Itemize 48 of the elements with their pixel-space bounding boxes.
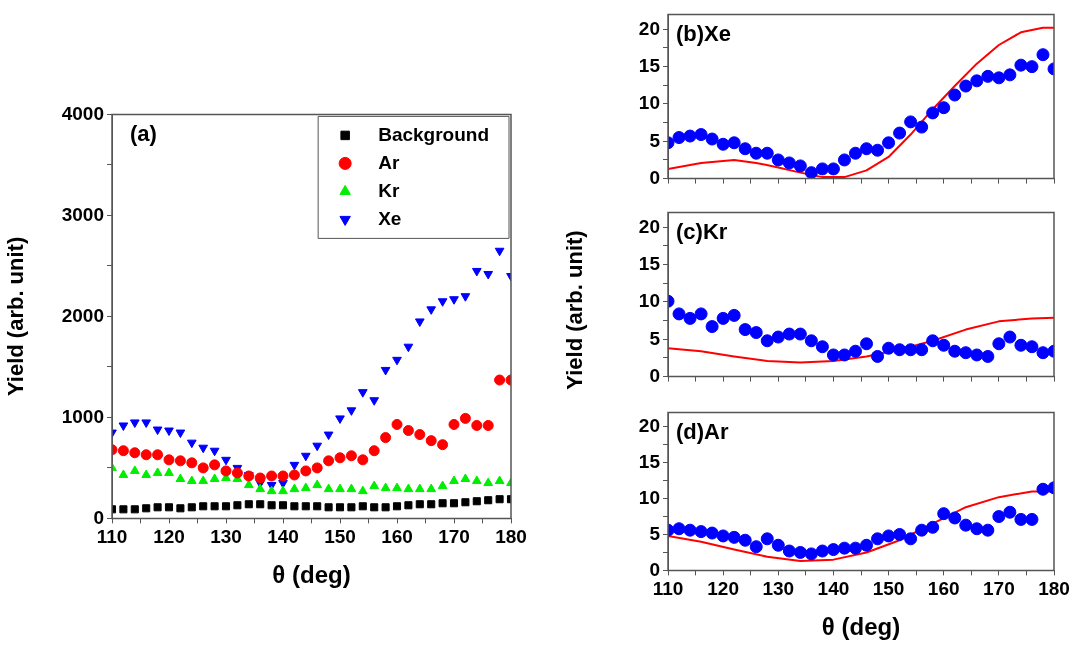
x-tick-label: 130	[762, 578, 795, 600]
y-tick-label: 5	[649, 129, 661, 151]
x-tick-label: 110	[652, 578, 684, 600]
x-tick-label: 170	[983, 578, 1015, 600]
y-tick-label: 0	[649, 364, 660, 386]
x-axis-title: θ (deg)	[821, 613, 901, 641]
y-tick-label: 2000	[61, 304, 104, 326]
x-tick-label: 140	[267, 526, 299, 548]
annotation: (c)Kr	[676, 219, 728, 245]
x-axis-title: θ (deg)	[272, 561, 351, 589]
y-tick-label: 1000	[61, 405, 104, 427]
x-tick-label: 160	[381, 526, 413, 548]
x-tick-label: 120	[153, 526, 185, 548]
y-tick-label: 5	[649, 327, 661, 349]
annotation: (b)Xe	[676, 21, 731, 47]
y-tick-label: 20	[638, 415, 660, 436]
y-tick-label: 15	[638, 252, 661, 274]
y-tick-label: 3000	[61, 203, 104, 225]
x-tick-label: 150	[324, 526, 356, 548]
annotation: (a)	[130, 121, 157, 147]
x-tick-label: 170	[438, 526, 470, 548]
x-tick-label: 160	[927, 578, 960, 600]
y-tick-label: 20	[638, 215, 660, 237]
y-tick-label: 0	[649, 558, 660, 580]
legend-label: Ar	[378, 151, 400, 173]
y-axis-title: Yield (arb. unit)	[562, 230, 588, 390]
x-tick-label: 120	[707, 578, 739, 600]
legend-label: Kr	[378, 179, 400, 201]
y-tick-label: 15	[638, 450, 661, 472]
x-tick-label: 180	[495, 526, 527, 548]
y-tick-label: 5	[649, 522, 661, 544]
x-tick-label: 130	[210, 526, 242, 548]
y-tick-label: 0	[93, 506, 104, 528]
x-tick-label: 140	[817, 578, 850, 600]
y-tick-label: 10	[638, 290, 660, 312]
y-tick-label: 0	[649, 166, 660, 188]
x-tick-label: 110	[96, 526, 128, 548]
x-tick-label: 180	[1038, 578, 1070, 600]
y-tick-label: 15	[638, 54, 661, 76]
legend-label: Xe	[378, 207, 402, 229]
y-tick-label: 4000	[61, 102, 104, 124]
y-tick-label: 10	[638, 486, 660, 508]
annotation: (d)Ar	[676, 419, 729, 445]
legend-label: Background	[378, 123, 490, 145]
y-axis-title: Yield (arb. unit)	[3, 236, 29, 397]
y-tick-label: 20	[638, 17, 660, 39]
y-tick-label: 10	[638, 92, 660, 114]
x-tick-label: 150	[872, 578, 905, 600]
